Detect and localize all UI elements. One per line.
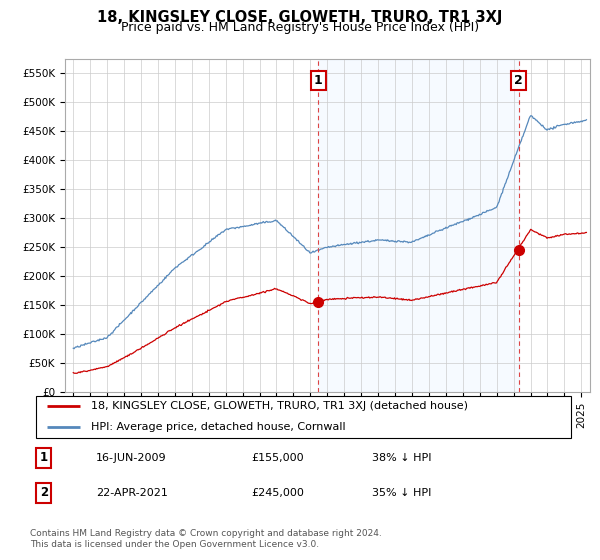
Bar <box>318 59 519 392</box>
Text: 1: 1 <box>314 74 323 87</box>
Text: 35% ↓ HPI: 35% ↓ HPI <box>372 488 431 498</box>
Text: 16-JUN-2009: 16-JUN-2009 <box>96 453 167 463</box>
FancyBboxPatch shape <box>35 395 571 438</box>
Text: 22-APR-2021: 22-APR-2021 <box>96 488 168 498</box>
Text: 1: 1 <box>40 451 48 464</box>
Text: 2: 2 <box>514 74 523 87</box>
Text: £155,000: £155,000 <box>251 453 304 463</box>
Text: Price paid vs. HM Land Registry's House Price Index (HPI): Price paid vs. HM Land Registry's House … <box>121 21 479 34</box>
Text: HPI: Average price, detached house, Cornwall: HPI: Average price, detached house, Corn… <box>91 422 346 432</box>
Text: 18, KINGSLEY CLOSE, GLOWETH, TRURO, TR1 3XJ: 18, KINGSLEY CLOSE, GLOWETH, TRURO, TR1 … <box>97 10 503 25</box>
Text: 18, KINGSLEY CLOSE, GLOWETH, TRURO, TR1 3XJ (detached house): 18, KINGSLEY CLOSE, GLOWETH, TRURO, TR1 … <box>91 401 468 411</box>
Text: 2: 2 <box>40 486 48 500</box>
Text: 38% ↓ HPI: 38% ↓ HPI <box>372 453 432 463</box>
Text: £245,000: £245,000 <box>251 488 304 498</box>
Text: Contains HM Land Registry data © Crown copyright and database right 2024.
This d: Contains HM Land Registry data © Crown c… <box>30 529 382 549</box>
